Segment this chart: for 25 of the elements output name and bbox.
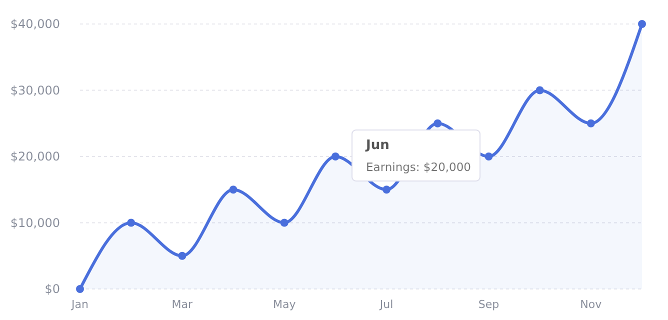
x-tick-label: Mar bbox=[172, 298, 194, 311]
x-tick-label: Jan bbox=[70, 298, 88, 311]
point bbox=[127, 218, 136, 227]
x-tick-label: Jul bbox=[378, 298, 394, 311]
annotation: Earnings: $20,000 bbox=[366, 160, 471, 174]
x-tick-label: Nov bbox=[580, 298, 602, 311]
x-tick-label: May bbox=[272, 298, 296, 311]
annotation: Jun bbox=[365, 138, 390, 153]
point bbox=[536, 86, 544, 94]
y-tick-label: $40,000 bbox=[10, 17, 60, 32]
point bbox=[638, 20, 646, 28]
y-tick-label: $10,000 bbox=[10, 216, 60, 230]
y-tick-label: $20,000 bbox=[10, 150, 60, 164]
point bbox=[331, 152, 340, 160]
point bbox=[586, 119, 595, 128]
point bbox=[178, 252, 186, 260]
x-tick-label: Sep bbox=[478, 298, 500, 311]
point bbox=[280, 218, 288, 227]
point bbox=[434, 119, 442, 128]
point bbox=[484, 152, 493, 160]
point bbox=[229, 186, 238, 194]
y-tick-label: $0 bbox=[44, 282, 60, 296]
y-tick-label: $30,000 bbox=[10, 83, 60, 98]
point bbox=[382, 186, 391, 194]
point bbox=[76, 285, 84, 293]
